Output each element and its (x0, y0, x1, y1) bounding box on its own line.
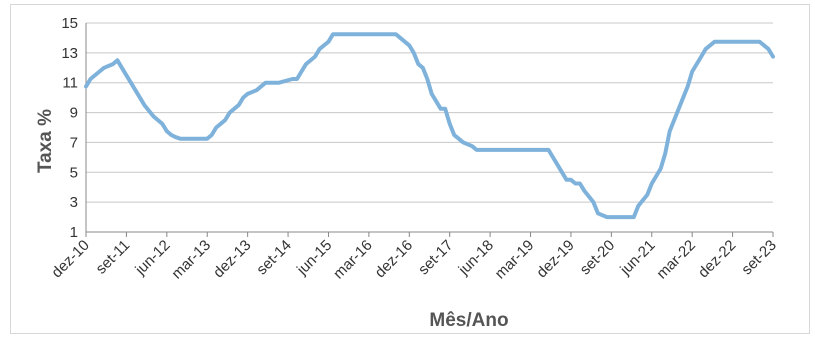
x-tick-label: dez-13 (210, 237, 254, 281)
x-tick-label: set-11 (93, 237, 134, 278)
x-tick-label: dez-19 (533, 237, 577, 281)
x-tick-label: dez-16 (372, 237, 416, 281)
x-tick-label: dez-10 (48, 237, 92, 281)
x-tick-label: jun-12 (131, 237, 173, 279)
x-tick-label: mar-13 (168, 237, 214, 283)
y-tick-label: 11 (62, 75, 78, 92)
x-tick-label: set-23 (738, 237, 780, 279)
y-tick-label: 15 (61, 15, 78, 32)
y-tick-label: 7 (70, 134, 78, 151)
x-tick-label: set-14 (253, 237, 295, 279)
x-tick-label: set-17 (415, 237, 457, 279)
x-tick-label: mar-22 (653, 237, 699, 283)
y-tick-label: 3 (70, 194, 78, 211)
series-line (84, 32, 775, 220)
x-tick-label: jun-21 (616, 237, 658, 279)
y-tick-label: 9 (70, 105, 78, 122)
chart-frame (10, 4, 810, 334)
y-tick-label: 5 (70, 164, 78, 181)
x-tick-label: jun-15 (293, 237, 335, 279)
y-tick-label: 1 (70, 224, 78, 241)
y-axis-title: Taxa % (35, 109, 56, 173)
x-tick-label: jun-18 (455, 237, 497, 279)
y-tick-label: 13 (61, 45, 78, 62)
x-tick-label: dez-22 (695, 237, 739, 281)
x-tick-label: mar-19 (492, 237, 538, 283)
x-tick-label: set-20 (577, 237, 619, 279)
x-axis-title: Mês/Ano (429, 310, 508, 331)
x-tick-label: mar-16 (330, 237, 376, 283)
